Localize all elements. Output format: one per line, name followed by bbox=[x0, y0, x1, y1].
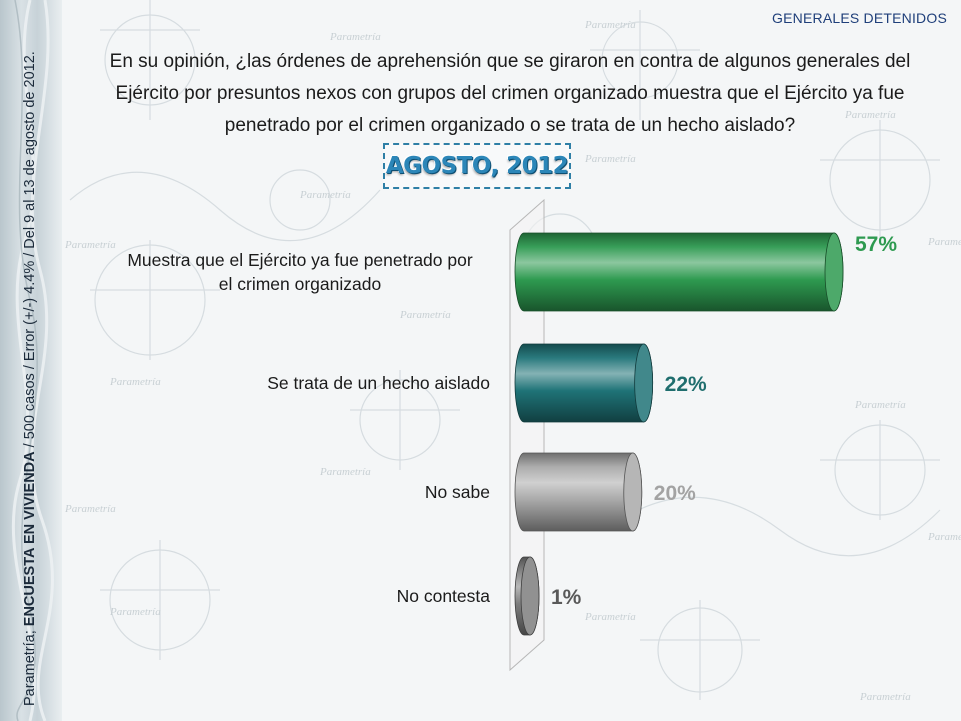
question-text: En su opinión, ¿las órdenes de aprehensi… bbox=[109, 51, 911, 136]
bar-1 bbox=[514, 232, 844, 312]
svg-text:Parametría: Parametría bbox=[584, 611, 636, 623]
period-box: AGOSTO, 2012 bbox=[383, 143, 571, 189]
category-label-3: No sabe bbox=[425, 482, 490, 502]
value-label-2: 22% bbox=[665, 373, 707, 396]
category-label-4: No contesta bbox=[397, 586, 491, 606]
svg-text:Parametría: Parametría bbox=[844, 109, 896, 121]
svg-text:Parametría: Parametría bbox=[927, 531, 961, 543]
vine-decoration bbox=[11, 0, 54, 721]
bar-2 bbox=[514, 343, 654, 423]
bar-cap-1 bbox=[824, 232, 844, 312]
value-labels: 57% 22% 20% 1% bbox=[551, 233, 897, 609]
svg-text:Parametría: Parametría bbox=[854, 399, 906, 411]
period-label: AGOSTO, 2012 bbox=[385, 153, 569, 179]
value-label-3: 20% bbox=[654, 482, 696, 505]
left-decorative-strip bbox=[0, 0, 62, 721]
bars-group bbox=[514, 232, 844, 636]
svg-text:Parametría: Parametría bbox=[584, 153, 636, 165]
svg-text:Parametría: Parametría bbox=[329, 31, 381, 43]
svg-text:Parametría: Parametría bbox=[927, 236, 961, 248]
bar-cap-3 bbox=[623, 452, 643, 532]
value-label-1: 57% bbox=[855, 233, 897, 256]
chart-frame bbox=[509, 198, 545, 672]
category-label-1: Muestra que el Ejército ya fue penetrado… bbox=[127, 250, 473, 294]
bar-cap-4 bbox=[520, 556, 540, 636]
category-label-2: Se trata de un hecho aislado bbox=[267, 373, 490, 393]
category-labels: Muestra que el Ejército ya fue penetrado… bbox=[127, 250, 490, 606]
bar-cap-2 bbox=[634, 343, 654, 423]
svg-text:Parametría: Parametría bbox=[109, 606, 161, 618]
svg-text:Parametría: Parametría bbox=[319, 466, 371, 478]
svg-text:Parametría: Parametría bbox=[584, 19, 636, 31]
svg-text:Parametría: Parametría bbox=[399, 309, 451, 321]
section-tag: GENERALES DETENIDOS bbox=[772, 10, 947, 26]
svg-text:Parametría: Parametría bbox=[859, 691, 911, 703]
svg-text:Parametría: Parametría bbox=[109, 376, 161, 388]
value-label-4: 1% bbox=[551, 586, 582, 609]
svg-text:Parametría: Parametría bbox=[64, 239, 116, 251]
svg-text:Parametría: Parametría bbox=[299, 189, 351, 201]
bar-3 bbox=[514, 452, 643, 532]
svg-text:Parametría: Parametría bbox=[64, 503, 116, 515]
